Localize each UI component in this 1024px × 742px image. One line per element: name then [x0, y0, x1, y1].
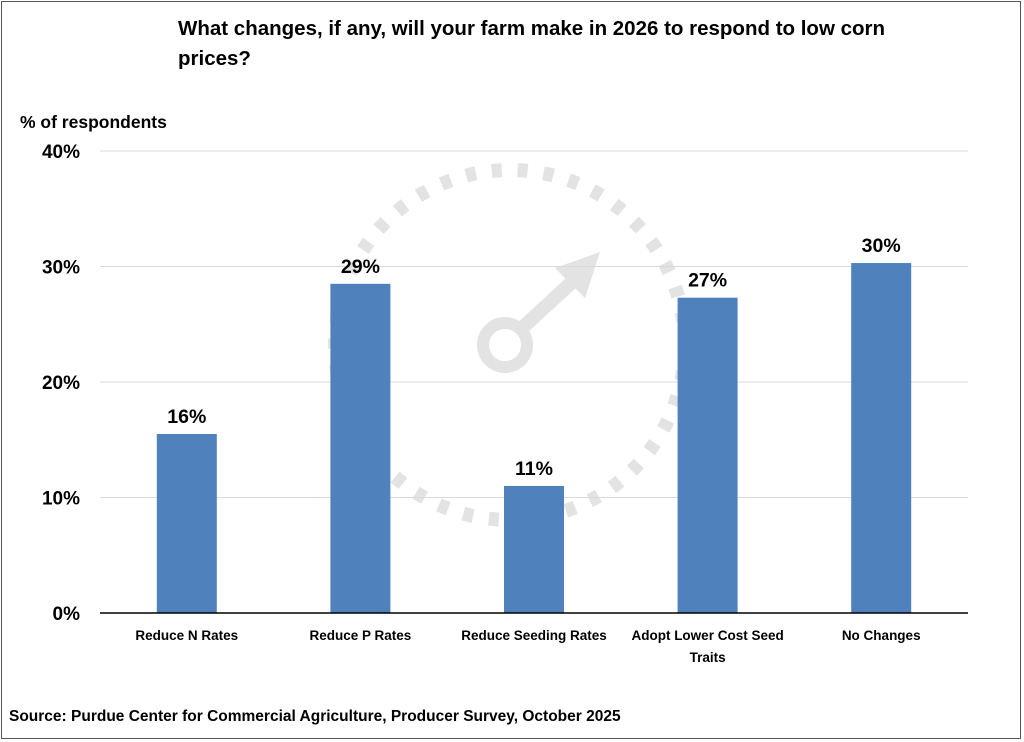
x-tick-label: Adopt Lower Cost Seed — [631, 628, 783, 643]
data-label: 11% — [515, 458, 553, 480]
bar — [330, 283, 391, 613]
y-axis-label: % of respondents — [20, 112, 167, 132]
data-label: 16% — [167, 406, 206, 428]
data-label: 29% — [341, 256, 380, 278]
y-tick-label: 10% — [42, 489, 80, 510]
x-tick-label: No Changes — [842, 628, 921, 643]
x-tick-label: Reduce N Rates — [135, 628, 238, 643]
bar — [156, 433, 217, 613]
bar — [677, 297, 738, 613]
x-tick-label: Traits — [690, 650, 726, 665]
watermark-gauge-hub-icon — [477, 317, 533, 373]
watermark-arrow-icon — [555, 252, 600, 298]
bar — [504, 485, 564, 613]
bar — [851, 263, 912, 613]
y-tick-label: 0% — [53, 604, 81, 625]
y-tick-label: 40% — [42, 142, 80, 163]
data-label: 30% — [862, 235, 901, 257]
y-tick-label: 30% — [42, 258, 80, 279]
source-note: Source: Purdue Center for Commercial Agr… — [9, 708, 621, 725]
y-tick-label: 20% — [42, 373, 80, 394]
data-label: 27% — [688, 270, 727, 292]
x-tick-label: Reduce P Rates — [309, 628, 411, 643]
chart-title: What changes, if any, will your farm mak… — [178, 17, 886, 70]
x-tick-label: Reduce Seeding Rates — [461, 628, 607, 643]
